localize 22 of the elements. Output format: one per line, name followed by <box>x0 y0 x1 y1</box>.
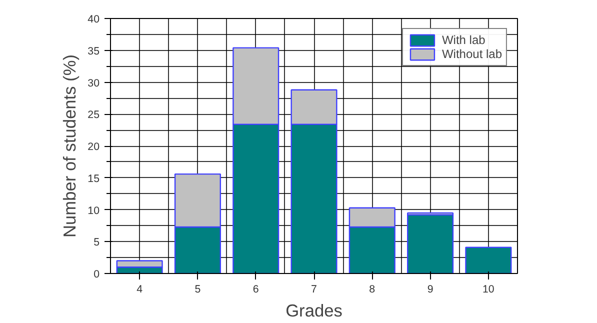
x-tick-label: 4 <box>136 284 143 296</box>
bar <box>465 246 512 274</box>
y-tick-label: 35 <box>88 45 100 58</box>
y-tick-label: 5 <box>94 236 100 249</box>
y-tick-label: 30 <box>88 77 100 90</box>
y-axis-title: Number of students (%) <box>60 54 80 238</box>
bar <box>407 214 454 274</box>
x-axis-title: Grades <box>286 300 343 320</box>
y-tick-label: 0 <box>94 268 100 280</box>
y-tick-label: 20 <box>88 141 100 153</box>
x-tick-label: 5 <box>194 284 201 296</box>
x-tick-label: 6 <box>252 284 259 296</box>
legend-label: With lab <box>442 33 486 47</box>
y-tick-label: 10 <box>88 204 100 217</box>
y-tick-label: 25 <box>88 109 100 122</box>
y-tick-label: 40 <box>88 14 100 26</box>
legend-label: Without lab <box>442 47 502 61</box>
x-tick-label: 8 <box>369 284 376 296</box>
x-tick-label: 7 <box>311 284 318 296</box>
y-tick-label: 15 <box>88 172 100 185</box>
x-tick-label: 10 <box>482 284 494 296</box>
x-tick-label: 9 <box>427 284 434 296</box>
